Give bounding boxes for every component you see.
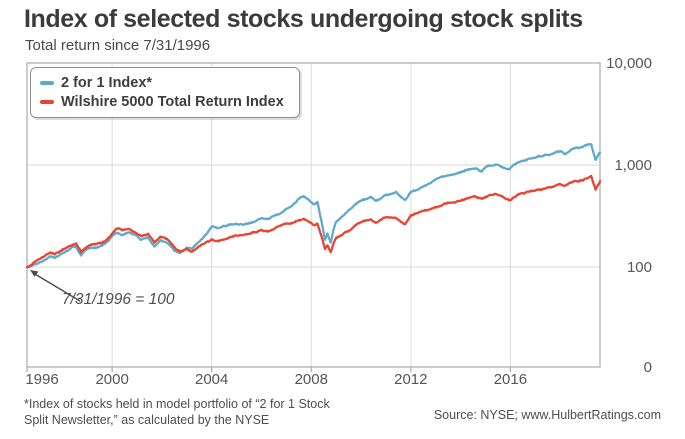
legend-blue-dash-icon: [40, 80, 54, 85]
x-tick-label-2000: 2000: [95, 371, 129, 388]
legend-label-wilshire: Wilshire 5000 Total Return Index: [61, 93, 284, 110]
footnote-line-1: *Index of stocks held in model portfolio…: [24, 397, 330, 411]
legend-red-dash-icon: [40, 99, 54, 104]
y-tick-label-1,000: 1,000: [614, 157, 652, 174]
annotation-base-value: 7/31/1996 = 100: [62, 291, 175, 308]
series-line-wilshire: [25, 174, 602, 269]
legend: 2 for 1 Index* Wilshire 5000 Total Retur…: [30, 67, 300, 118]
x-tick-label-2008: 2008: [294, 371, 328, 388]
chart-subtitle: Total return since 7/31/1996: [25, 37, 211, 54]
x-tick-label-2012: 2012: [394, 371, 428, 388]
footnote: *Index of stocks held in model portfolio…: [24, 396, 330, 428]
legend-item-2for1: 2 for 1 Index*: [40, 73, 289, 92]
x-tick-label-2004: 2004: [195, 371, 229, 388]
legend-label-2for1: 2 for 1 Index*: [61, 74, 153, 91]
series-line-2for1: [25, 142, 602, 269]
source-credit: Source: NYSE; www.HulbertRatings.com: [433, 408, 661, 422]
annotation-arrow-head-icon: [30, 270, 39, 277]
page-title: Index of selected stocks undergoing stoc…: [24, 5, 583, 33]
y-tick-label-100: 100: [626, 259, 652, 276]
x-tick-label-1996: 1996: [25, 371, 59, 388]
y-tick-label-0: 0: [643, 359, 652, 376]
plot-border: [26, 62, 601, 368]
annotation-arrow-line: [33, 272, 81, 302]
legend-item-wilshire: Wilshire 5000 Total Return Index: [40, 92, 289, 111]
footnote-line-2: Split Newsletter,” as calculated by the …: [24, 413, 270, 427]
x-tick-label-2016: 2016: [493, 371, 528, 388]
y-tick-label-10,000: 10,000: [606, 55, 652, 72]
